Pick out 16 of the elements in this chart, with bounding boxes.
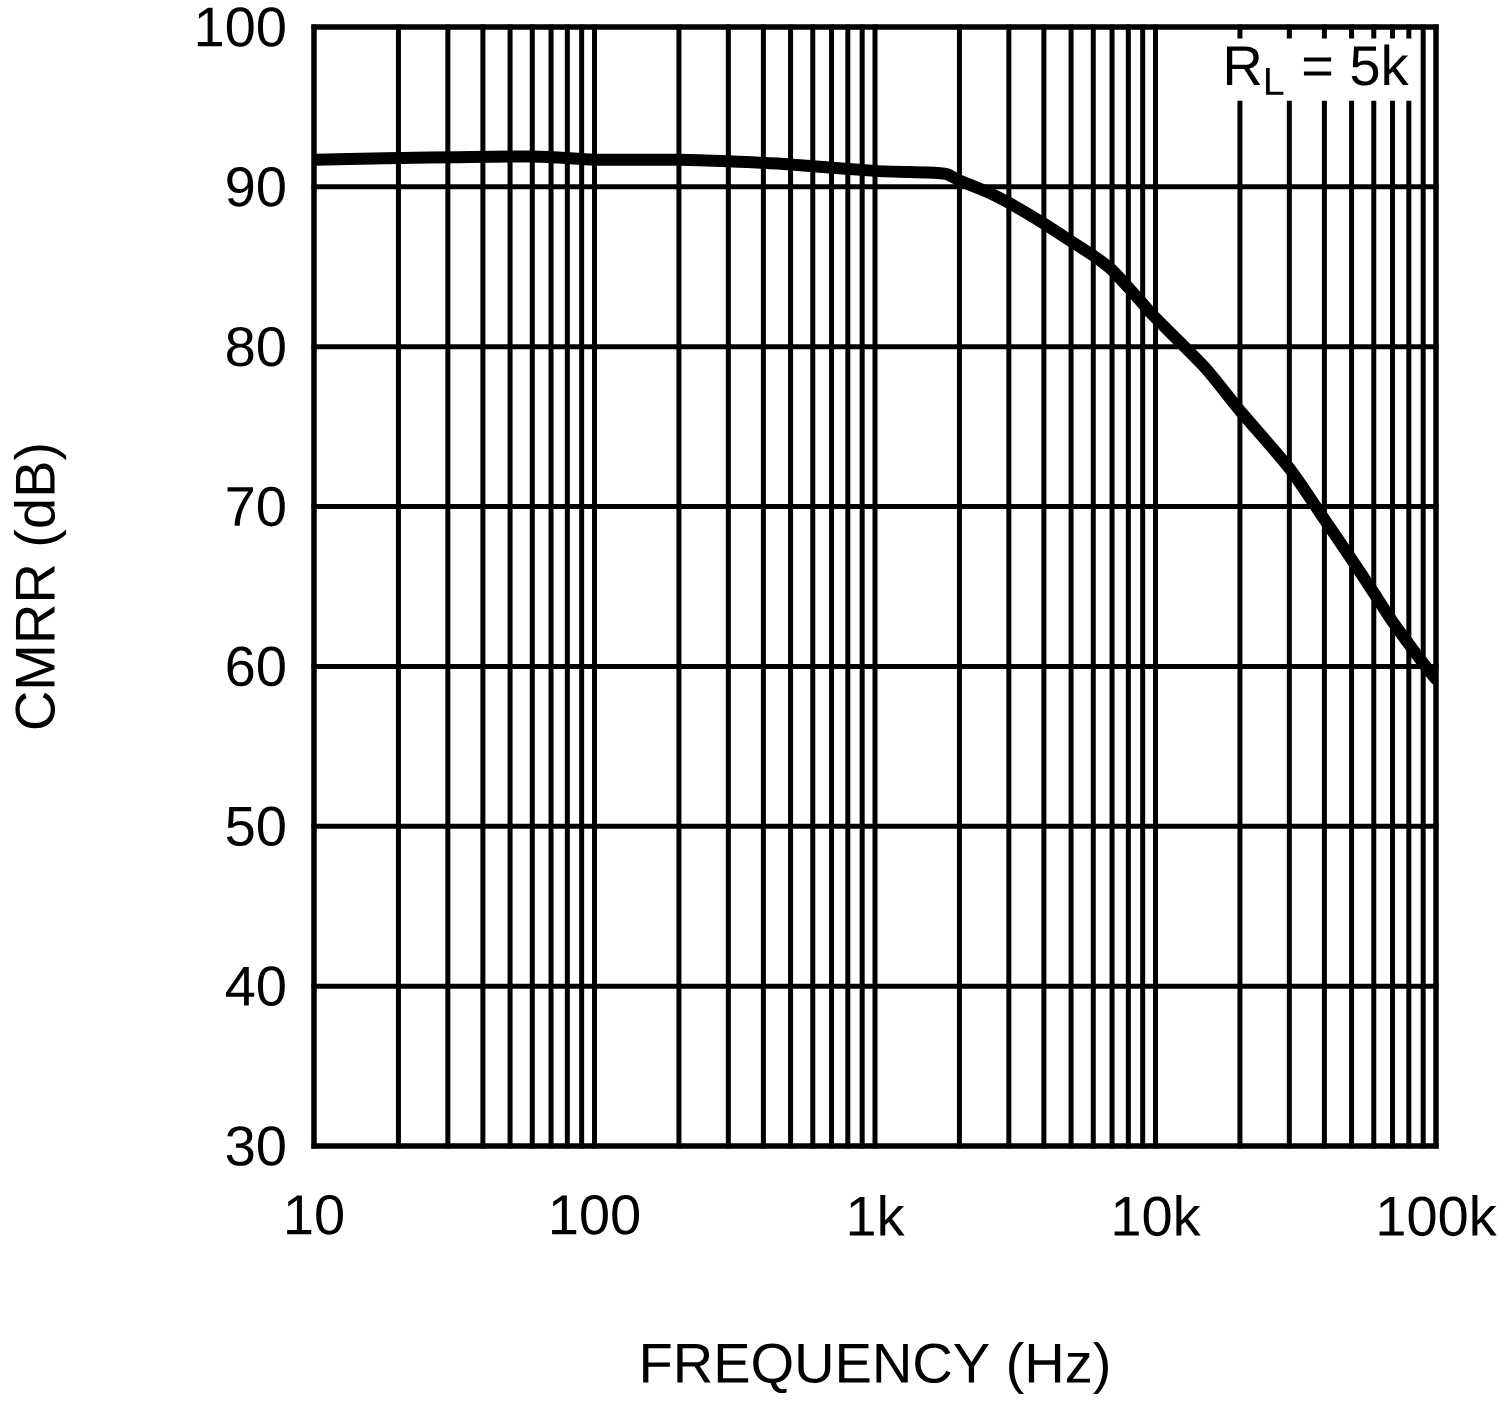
y-tick-label: 90 (227, 167, 285, 207)
y-tick-label: 80 (227, 326, 285, 367)
x-tick-label: 10k (1114, 1195, 1201, 1237)
y-tick-label: 50 (226, 806, 285, 847)
x-tick-label: 10 (287, 1195, 343, 1235)
y-tick-label: 30 (226, 1126, 285, 1166)
x-tick-label: 100 (552, 1195, 640, 1235)
x-axis-title: FREQUENCY (Hz) (643, 1341, 1108, 1395)
x-tick-label: 1k (849, 1195, 905, 1236)
y-tick-label: 40 (225, 966, 285, 1006)
y-axis-title: CMRR (dB) (13, 445, 67, 729)
y-tick-label: 70 (227, 486, 285, 527)
y-tick-label: 60 (227, 646, 285, 687)
y-tick-label: 100 (197, 7, 285, 47)
x-tick-label: 100k (1379, 1195, 1497, 1237)
annotation: R$_{L}$ = 5k (1227, 44, 1409, 95)
